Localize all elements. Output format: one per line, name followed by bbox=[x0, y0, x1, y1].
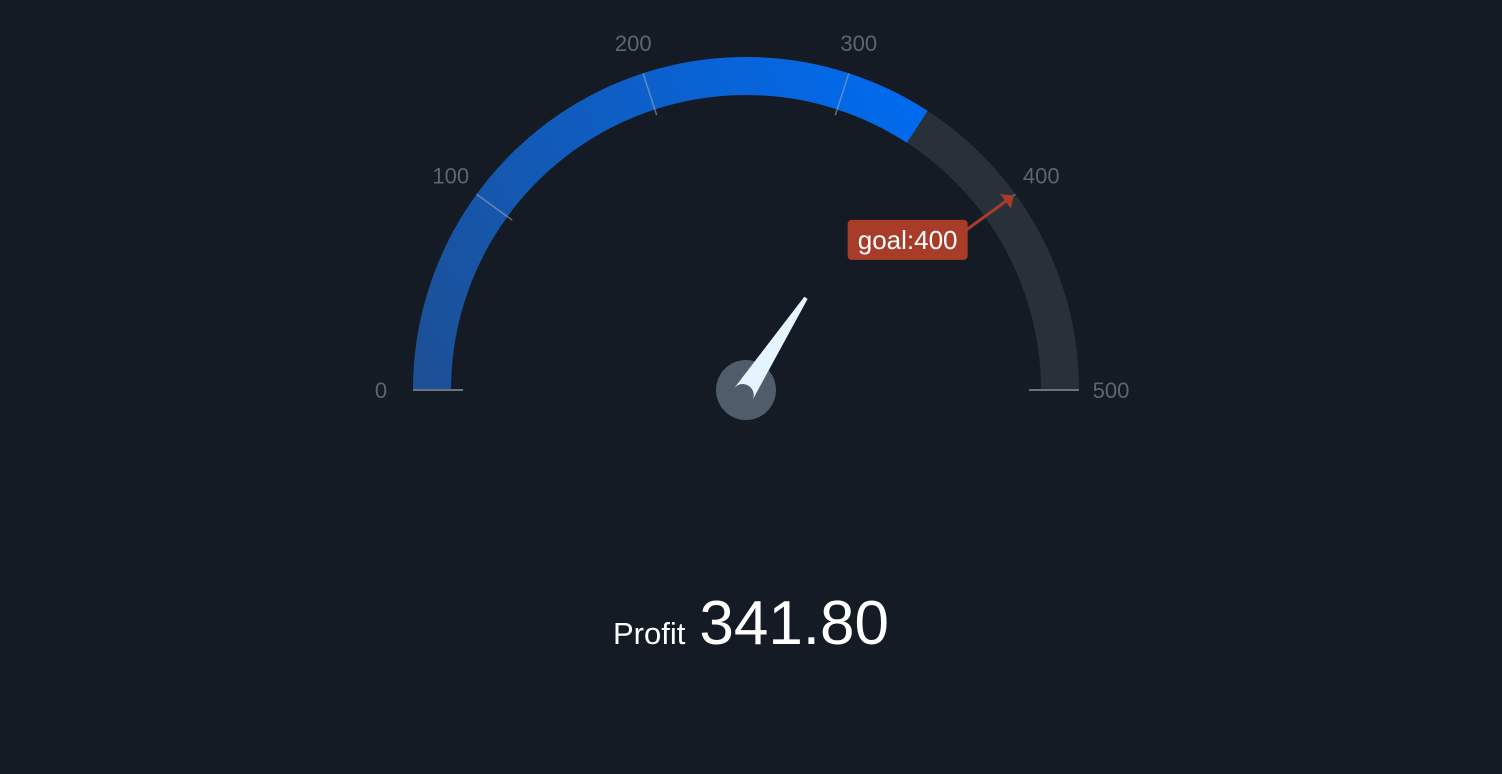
gauge-value-label: Profit bbox=[613, 616, 686, 651]
goal-label-box bbox=[847, 219, 968, 260]
gauge-needle bbox=[733, 296, 808, 402]
tick-label-200: 200 bbox=[615, 31, 652, 56]
gauge-value-arc bbox=[413, 57, 928, 391]
tick-mark-100 bbox=[476, 193, 513, 221]
tick-label-100: 100 bbox=[432, 163, 469, 188]
goal-label: goal:400 bbox=[858, 225, 958, 255]
tick-label-0: 0 bbox=[375, 378, 387, 403]
gauge-readout: Profit 341.80 bbox=[0, 588, 1502, 659]
tick-mark-300 bbox=[834, 73, 850, 116]
goal-line bbox=[962, 195, 1014, 234]
gauge-tick-labels: 0 100 200 300 400 500 bbox=[375, 31, 1129, 403]
goal-marker: goal:400 bbox=[847, 194, 1014, 260]
goal-arrow bbox=[1000, 194, 1014, 209]
gauge-value: 341.80 bbox=[699, 589, 889, 658]
tick-mark-200 bbox=[642, 73, 658, 116]
tick-label-400: 400 bbox=[1023, 163, 1060, 188]
gauge-ticks bbox=[413, 73, 1079, 391]
tick-label-500: 500 bbox=[1093, 378, 1130, 403]
tick-label-300: 300 bbox=[840, 31, 877, 56]
